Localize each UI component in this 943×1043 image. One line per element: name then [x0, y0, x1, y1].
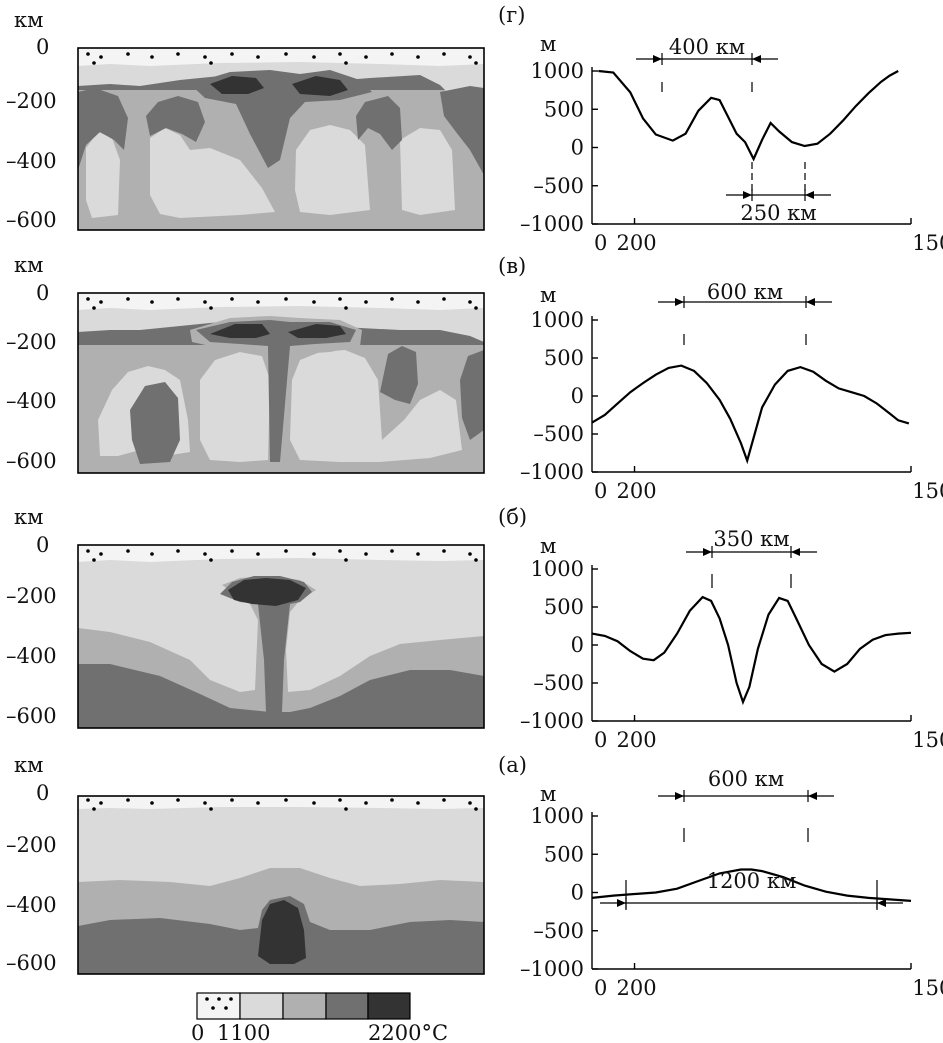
y-tick-label: 500 [544, 595, 584, 619]
legend-swatch-3 [325, 992, 369, 1020]
x-tick-label: 1500 [912, 728, 943, 752]
depth-tick-600: –600 [6, 449, 57, 473]
topo-unit: м [540, 782, 556, 806]
y-tick-label: 500 [544, 842, 584, 866]
legend-swatch-2 [282, 992, 327, 1020]
depth-tick-200: –200 [6, 833, 57, 857]
section-g: км 0 –200 –400 –600 [6, 8, 485, 232]
x-tick-label: 200 [616, 976, 656, 1000]
depth-tick-600: –600 [6, 208, 57, 232]
depth-tick-0: 0 [36, 281, 49, 305]
topo-unit: м [540, 283, 556, 307]
depth-tick-600: –600 [6, 951, 57, 975]
legend-label-mid: 1100 [217, 1021, 270, 1043]
topography-charts: (г)м10005000–500–100002001500(в)м1000500… [498, 3, 943, 1000]
legend-swatch-1 [239, 992, 284, 1020]
x-tick-label: 1500 [912, 479, 943, 503]
topography-curve [591, 595, 912, 706]
panel-label: (а) [498, 753, 527, 777]
depth-tick-0: 0 [36, 781, 49, 805]
y-tick-label: 0 [571, 384, 584, 408]
y-tick-label: –500 [533, 919, 584, 943]
section-v: км 0 –200 –400 –600 [6, 253, 485, 474]
x-tick-label: 200 [616, 479, 656, 503]
y-tick-label: 1000 [531, 557, 584, 581]
depth-unit: км [14, 8, 43, 32]
y-tick-label: –1000 [520, 460, 584, 484]
temperature-cross-section [78, 796, 484, 974]
y-tick-label: 500 [544, 346, 584, 370]
y-tick-label: –500 [533, 174, 584, 198]
x-tick-label: 0 [594, 728, 607, 752]
y-tick-label: –1000 [520, 709, 584, 733]
topo-unit: м [540, 534, 556, 558]
y-tick-label: 1000 [531, 804, 584, 828]
span-label: 250 км [740, 201, 816, 225]
y-tick-label: –1000 [520, 957, 584, 981]
x-tick-label: 1500 [912, 231, 943, 255]
depth-tick-0: 0 [36, 533, 49, 557]
span-annotations: 400 км 250 км 600 км 350 км 600 км 1200 км [600, 35, 903, 910]
x-tick-label: 200 [616, 728, 656, 752]
depth-unit: км [14, 505, 43, 529]
y-tick-label: –500 [533, 422, 584, 446]
depth-tick-200: –200 [6, 89, 57, 113]
depth-tick-400: –400 [6, 644, 57, 668]
crust-dots [86, 52, 478, 65]
y-tick-label: 1000 [531, 308, 584, 332]
span-label: 1200 км [707, 869, 797, 893]
panel-label: (г) [498, 3, 525, 27]
legend-label-min: 0 [191, 1021, 204, 1043]
depth-tick-400: –400 [6, 149, 57, 173]
topography-curve [591, 364, 910, 465]
depth-tick-600: –600 [6, 704, 57, 728]
topo-unit: м [540, 32, 556, 56]
y-tick-label: –1000 [520, 212, 584, 236]
section-b: км 0 –200 –400 –600 [6, 505, 485, 729]
depth-tick-0: 0 [36, 35, 49, 59]
panel-label: (б) [498, 505, 527, 529]
y-tick-label: 1000 [531, 59, 584, 83]
x-tick-label: 1500 [912, 976, 943, 1000]
y-tick-label: 0 [571, 881, 584, 905]
x-tick-label: 0 [594, 479, 607, 503]
x-tick-label: 0 [594, 231, 607, 255]
crust-dots [86, 297, 478, 310]
depth-tick-200: –200 [6, 584, 57, 608]
temperature-legend: 0 1100 2200°C [191, 992, 448, 1043]
depth-tick-400: –400 [6, 389, 57, 413]
legend-label-max: 2200°C [368, 1021, 448, 1043]
depth-tick-400: –400 [6, 893, 57, 917]
depth-unit: км [14, 753, 43, 777]
topography-curve [591, 868, 912, 902]
y-tick-label: –500 [533, 671, 584, 695]
topography-chart: (г) м 1000 500 0 –500 –1000 0 200 1500 [498, 3, 943, 255]
crust-dots [86, 549, 478, 562]
section-a: км 0 –200 –400 –600 [6, 753, 485, 975]
panel-label: (в) [498, 254, 526, 278]
y-tick-label: 0 [571, 633, 584, 657]
temperature-cross-section [78, 545, 484, 728]
depth-unit: км [14, 253, 43, 277]
y-tick-label: 500 [544, 97, 584, 121]
span-label: 600 км [708, 767, 784, 791]
temperature-cross-section [78, 48, 484, 230]
y-tick-label: 0 [571, 136, 584, 160]
span-label: 350 км [713, 527, 789, 551]
depth-tick-200: –200 [6, 330, 57, 354]
span-label: 600 км [707, 280, 783, 304]
span-label: 400 км [669, 35, 745, 59]
legend-swatch-0 [196, 992, 241, 1020]
x-tick-label: 200 [616, 231, 656, 255]
legend-swatch-4 [367, 992, 411, 1020]
x-tick-label: 0 [594, 976, 607, 1000]
topography-curve [598, 69, 899, 162]
crust-dots [86, 798, 478, 811]
temperature-cross-section [78, 293, 484, 473]
